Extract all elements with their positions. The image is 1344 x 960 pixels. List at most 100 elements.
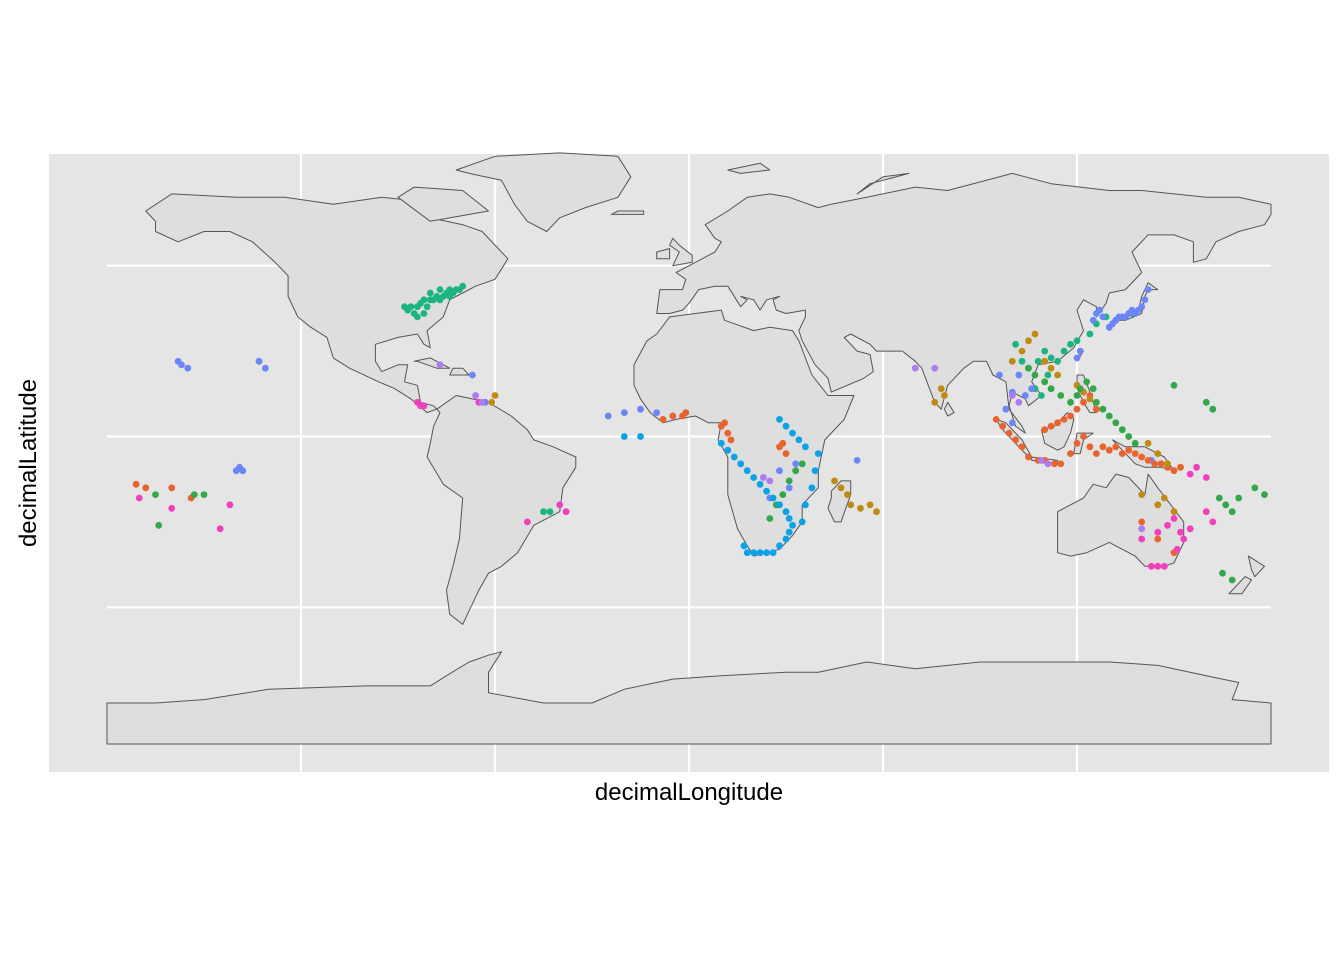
y-axis-title: decimalLatitude	[15, 379, 42, 547]
occurrence-point	[789, 521, 796, 529]
landmass-sri-lanka	[943, 401, 955, 417]
occurrence-point	[1080, 398, 1087, 406]
occurrence-point	[789, 429, 796, 437]
occurrence-point	[1012, 340, 1019, 348]
occurrence-point	[1138, 491, 1146, 498]
occurrence-point	[1089, 385, 1097, 393]
occurrence-point	[1141, 296, 1149, 304]
occurrence-point	[1028, 385, 1036, 393]
point-series-5	[152, 364, 1268, 584]
occurrence-point	[1025, 337, 1032, 345]
occurrence-point	[1093, 310, 1100, 317]
occurrence-point	[814, 450, 822, 457]
occurrence-point	[446, 286, 454, 293]
occurrence-point	[637, 433, 644, 440]
occurrence-point	[1112, 443, 1120, 451]
occurrence-point	[802, 501, 809, 509]
occurrence-point	[1086, 330, 1094, 338]
occurrence-point	[262, 364, 269, 372]
occurrence-point	[420, 402, 428, 410]
occurrence-point	[1047, 385, 1055, 393]
occurrence-point	[1073, 354, 1081, 362]
occurrence-points	[132, 282, 1268, 584]
occurrence-point	[1044, 460, 1052, 468]
occurrence-point	[792, 467, 800, 475]
occurrence-point	[1008, 357, 1016, 365]
occurrence-point	[1148, 562, 1155, 570]
occurrence-point	[1021, 392, 1029, 399]
occurrence-point	[562, 508, 570, 516]
occurrence-point	[1060, 347, 1068, 355]
occurrence-point	[1067, 412, 1074, 420]
occurrence-point	[737, 460, 745, 468]
occurrence-point	[996, 371, 1003, 379]
occurrence-point	[1083, 378, 1091, 386]
occurrence-point	[469, 371, 476, 379]
occurrence-point	[239, 467, 247, 475]
occurrence-point	[1219, 569, 1226, 577]
occurrence-point	[1073, 392, 1081, 399]
occurrence-point	[1170, 508, 1178, 516]
occurrence-point	[168, 484, 176, 492]
occurrence-point	[1054, 371, 1061, 379]
occurrence-point	[1093, 405, 1100, 413]
occurrence-point	[1057, 460, 1065, 468]
occurrence-point	[1125, 433, 1133, 440]
occurrence-point	[436, 361, 444, 369]
landmass-south-america	[426, 395, 577, 625]
occurrence-point	[1228, 576, 1236, 584]
occurrence-point	[152, 491, 159, 498]
occurrence-point	[1018, 357, 1026, 365]
occurrence-point	[1008, 419, 1016, 427]
occurrence-point	[659, 416, 667, 423]
occurrence-point	[1138, 303, 1146, 311]
point-series-8	[436, 361, 1146, 533]
point-series-7	[135, 398, 1217, 570]
occurrence-point	[992, 416, 1000, 423]
occurrence-point	[1076, 385, 1084, 393]
occurrence-point	[1031, 330, 1039, 338]
landmass-hispaniola	[449, 367, 470, 376]
occurrence-point	[724, 446, 732, 454]
occurrence-point	[1099, 405, 1107, 413]
occurrence-point	[1170, 515, 1178, 522]
occurrence-point	[785, 515, 793, 522]
occurrence-point	[1138, 518, 1146, 526]
landmass-greenland	[455, 152, 632, 232]
occurrence-point	[743, 467, 751, 475]
occurrence-point	[637, 405, 644, 413]
occurrence-point	[1215, 494, 1223, 502]
occurrence-point	[1154, 501, 1162, 509]
occurrence-point	[1154, 528, 1162, 536]
occurrence-point	[831, 477, 838, 485]
occurrence-point	[1186, 525, 1194, 533]
occurrence-point	[1228, 508, 1236, 516]
occurrence-point	[132, 480, 140, 488]
occurrence-point	[740, 542, 748, 550]
landmass-antarctica	[106, 651, 1272, 745]
occurrence-point	[785, 528, 793, 536]
occurrence-point	[1076, 347, 1084, 355]
occurrence-point	[1093, 398, 1100, 406]
occurrence-point	[142, 484, 150, 492]
occurrence-point	[1202, 474, 1210, 481]
occurrence-point	[1018, 443, 1026, 451]
occurrence-point	[941, 392, 948, 399]
occurrence-point	[1086, 395, 1094, 403]
occurrence-point	[776, 542, 783, 550]
occurrence-point	[785, 477, 793, 485]
occurrence-point	[459, 282, 467, 290]
occurrence-point	[1067, 450, 1074, 457]
occurrence-point	[1034, 357, 1042, 365]
occurrence-point	[1164, 521, 1171, 529]
occurrence-point	[669, 412, 677, 420]
occurrence-point	[1041, 347, 1049, 355]
occurrence-point	[1202, 508, 1210, 516]
occurrence-point	[1170, 467, 1178, 475]
occurrence-point	[1154, 562, 1162, 570]
occurrence-point	[407, 303, 415, 311]
occurrence-point	[717, 439, 725, 447]
point-series-4	[488, 330, 1178, 516]
occurrence-point	[1170, 381, 1178, 389]
occurrence-point	[1073, 405, 1081, 413]
